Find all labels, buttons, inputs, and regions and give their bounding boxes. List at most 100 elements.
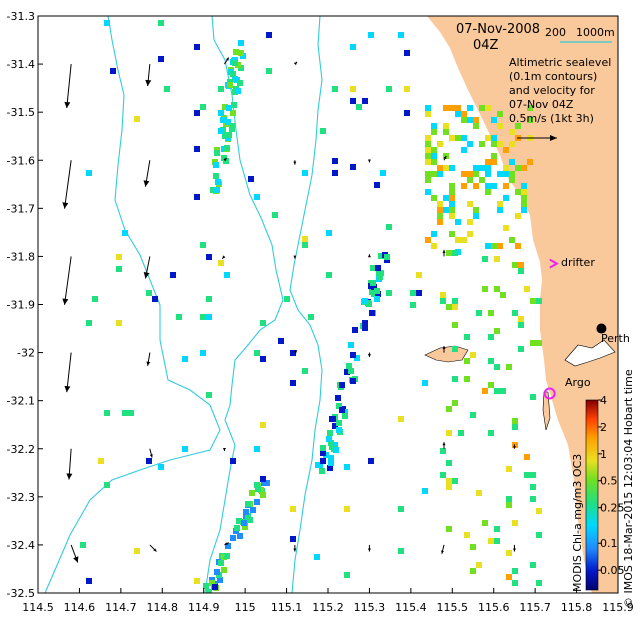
chl-pixel <box>488 358 494 364</box>
chl-pixel <box>497 201 503 207</box>
chl-pixel <box>455 111 461 117</box>
chl-pixel <box>380 170 386 176</box>
chl-pixel <box>464 334 470 340</box>
velocity-arrows <box>62 57 516 563</box>
chl-pixel <box>500 292 506 298</box>
chl-pixel <box>494 526 500 532</box>
velocity-arrow <box>367 254 371 258</box>
chl-pixel <box>194 110 200 116</box>
chl-pixel <box>500 388 506 394</box>
chl-pixel <box>437 201 443 207</box>
chl-pixel <box>494 328 500 334</box>
x-tick-label: 114.5 <box>22 601 54 614</box>
chl-pixel <box>425 159 431 165</box>
chl-pixel <box>237 80 243 86</box>
chl-pixel <box>512 262 518 268</box>
chl-pixel <box>218 128 224 134</box>
chl-pixel <box>536 340 542 346</box>
velocity-scale-arrow <box>517 135 557 141</box>
chl-pixel <box>302 236 308 242</box>
chl-pixel <box>509 129 515 135</box>
chl-pixel <box>452 322 458 328</box>
x-tick-label: 115.5 <box>437 601 469 614</box>
chl-pixel <box>254 194 260 200</box>
chl-pixel <box>470 412 476 418</box>
chl-pixel <box>218 560 224 566</box>
chl-pixel <box>494 286 500 292</box>
chl-pixel <box>328 460 334 466</box>
chl-pixel <box>232 60 238 66</box>
chl-pixel <box>320 458 326 464</box>
chl-pixel <box>326 230 332 236</box>
chl-pixel <box>384 254 390 260</box>
y-tick-label: -31.5 <box>7 106 35 119</box>
chl-pixel <box>214 187 220 193</box>
chl-pixel <box>254 446 260 452</box>
chl-pixel <box>229 123 235 129</box>
chl-pixel <box>440 298 446 304</box>
chl-pixel <box>339 407 345 413</box>
chl-pixel <box>491 153 497 159</box>
chl-pixel <box>482 388 488 394</box>
chl-pixel <box>416 290 422 296</box>
chl-pixel <box>290 380 296 386</box>
y-tick-label: -32.1 <box>7 395 35 408</box>
chl-pixel <box>224 272 230 278</box>
chl-pixel <box>370 265 376 271</box>
argo-label: Argo <box>565 376 591 389</box>
chl-pixel <box>404 86 410 92</box>
chl-pixel <box>158 464 164 470</box>
chl-pixel <box>512 442 518 448</box>
chl-pixel <box>467 219 473 225</box>
chl-pixel <box>210 187 216 193</box>
x-tick-label: 114.9 <box>188 601 220 614</box>
chl-pixel <box>332 442 338 448</box>
chl-pixel <box>497 141 503 147</box>
chl-pixel <box>524 286 530 292</box>
chl-pixel <box>425 153 431 159</box>
chl-pixel <box>327 430 333 436</box>
chl-pixel <box>92 296 98 302</box>
chl-pixel <box>494 256 500 262</box>
chl-pixel <box>266 68 272 74</box>
chl-pixel <box>362 98 368 104</box>
chl-pixel <box>467 141 473 147</box>
chl-pixel <box>440 292 446 298</box>
chl-pixel <box>446 250 452 256</box>
chl-pixel <box>497 123 503 129</box>
chl-pixel <box>245 501 251 507</box>
chl-pixel <box>449 213 455 219</box>
chl-pixel <box>494 538 500 544</box>
chl-pixel <box>467 105 473 111</box>
chl-pixel <box>461 117 467 123</box>
chl-pixel <box>243 509 249 515</box>
chl-pixel <box>86 170 92 176</box>
chl-pixel <box>437 165 443 171</box>
chl-pixel <box>491 159 497 165</box>
chl-pixel <box>431 231 437 237</box>
chl-pixel <box>250 507 256 513</box>
colorbar-tick-label: 0.5 <box>600 475 618 488</box>
chl-pixel <box>488 310 494 316</box>
chl-pixel <box>503 165 509 171</box>
chl-pixel <box>506 574 512 580</box>
chl-pixel <box>485 183 491 189</box>
chl-pixel <box>479 105 485 111</box>
chl-pixel <box>527 159 533 165</box>
velocity-arrow <box>512 444 516 449</box>
chl-pixel <box>509 159 515 165</box>
chl-pixel <box>470 544 476 550</box>
chl-pixel <box>386 224 392 230</box>
velocity-arrow <box>367 159 371 163</box>
chl-pixel <box>503 183 509 189</box>
x-tick-label: 115.9 <box>602 601 634 614</box>
velocity-arrow <box>66 448 73 480</box>
chl-pixel <box>491 183 497 189</box>
chl-pixel <box>98 458 104 464</box>
velocity-arrow <box>143 160 151 187</box>
chl-pixel <box>506 364 512 370</box>
chl-pixel <box>314 554 320 560</box>
chl-pixel <box>200 350 206 356</box>
chl-pixel <box>446 460 452 466</box>
